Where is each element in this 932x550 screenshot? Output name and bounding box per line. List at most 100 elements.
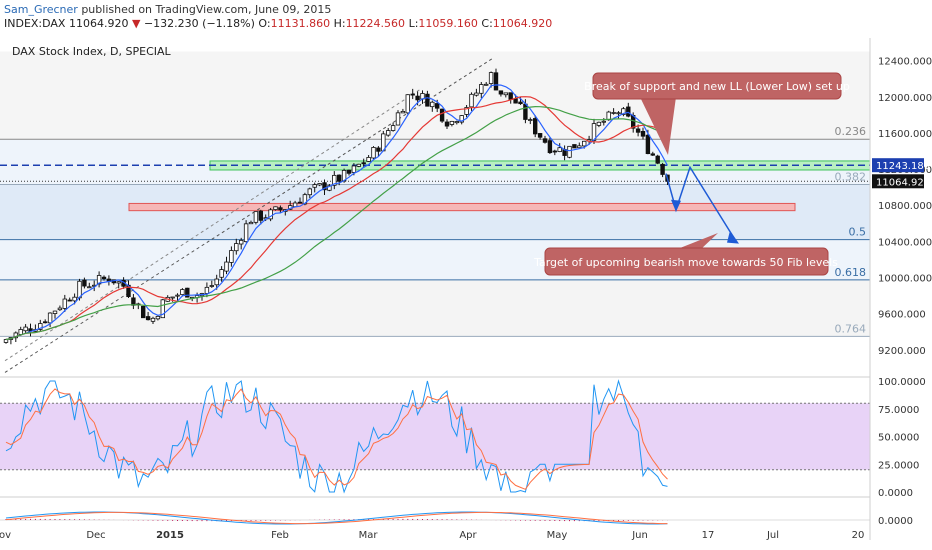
symbol: INDEX:DAX	[4, 17, 66, 30]
low-value: 11059.160	[418, 17, 478, 30]
candle	[185, 287, 190, 298]
low-label: L:	[408, 17, 419, 30]
candle	[439, 108, 445, 122]
price-tick: 12400.000	[878, 57, 932, 68]
callout-pointer	[600, 97, 676, 155]
fib-label: 0.382	[835, 170, 867, 183]
candle	[131, 297, 136, 306]
stochastic-band	[0, 403, 870, 470]
price-tick: 10800.000	[878, 201, 932, 212]
projection-path	[665, 165, 736, 240]
time-tick: Jul	[766, 530, 779, 541]
candle	[351, 165, 357, 173]
candle	[552, 150, 557, 153]
candle	[474, 92, 479, 96]
candle	[410, 93, 415, 96]
candle	[238, 239, 244, 245]
candle	[498, 90, 504, 95]
candle	[248, 221, 254, 225]
ema-mid-line	[5, 96, 668, 341]
fib-label: 0.236	[835, 125, 867, 138]
candle	[371, 147, 376, 159]
candle	[483, 83, 489, 86]
candle	[52, 310, 58, 314]
stochastic-tick: 0.0000	[878, 488, 913, 499]
callout-pointer	[680, 233, 718, 250]
high-label: H:	[333, 17, 346, 30]
author-link[interactable]: Sam_Grecner	[4, 3, 78, 16]
candle	[533, 118, 538, 135]
candle	[395, 112, 401, 126]
candle	[278, 207, 283, 211]
price-tick: 11600.000	[878, 129, 932, 140]
candle	[645, 134, 651, 155]
last-price: 11064.920	[68, 17, 129, 30]
ema-fast-line	[5, 84, 669, 341]
candle	[400, 111, 406, 114]
candle	[567, 145, 572, 158]
candle	[655, 155, 660, 164]
callout-box	[544, 247, 829, 276]
candle	[601, 120, 606, 123]
macd-pane[interactable]	[0, 511, 870, 525]
candle	[96, 275, 102, 285]
candle	[332, 174, 337, 186]
stochastic-axis[interactable]: 100.0000 75.0000 50.0000 25.0000 0.0000 0.000…	[878, 377, 926, 527]
candle	[528, 119, 533, 121]
price-axis[interactable]: 12400.00012000.00011600.00011200.0001080…	[872, 57, 932, 357]
fib-zone	[0, 184, 870, 240]
quote-line: INDEX:DAX 11064.920 ▼ −132.230 (−1.18%) …	[4, 16, 552, 31]
candle	[616, 112, 621, 115]
arrow-head-icon	[671, 199, 681, 212]
down-arrow-icon: ▼	[131, 17, 141, 30]
candle	[67, 299, 72, 302]
candle	[640, 130, 646, 137]
candle	[297, 201, 303, 204]
price-tick: 10000.000	[878, 274, 932, 285]
candle	[459, 115, 464, 123]
callout-box	[592, 72, 842, 100]
price-tick: 10400.000	[878, 237, 932, 248]
candle	[390, 125, 396, 131]
time-tick: 17	[702, 530, 715, 541]
time-tick: Mar	[359, 530, 379, 541]
candle	[268, 209, 273, 220]
candle	[346, 169, 352, 174]
candle	[464, 107, 469, 115]
publish-text: published on TradingView.com, June 09, 2…	[81, 3, 332, 16]
candle	[626, 106, 631, 117]
candle	[493, 72, 499, 91]
time-axis[interactable]: ov Dec 2015 Feb Mar Apr May Jun 17 Jul 20	[0, 530, 864, 541]
candle	[317, 183, 322, 186]
fib-label: 0.764	[835, 322, 867, 335]
candle	[537, 133, 543, 138]
candle	[175, 294, 180, 297]
annotations: Break of support and new LL (Lower Low) …	[533, 72, 850, 276]
stochastic-tick: 100.0000	[878, 377, 926, 388]
stochastic-pane[interactable]	[0, 379, 870, 494]
candle	[219, 269, 224, 278]
price-pane[interactable]: 0.236 0.382 0.5 0.618 0.764	[0, 51, 871, 373]
candle	[160, 299, 165, 319]
candle	[209, 285, 214, 287]
candle	[518, 101, 523, 105]
open-value: 11131.860	[270, 17, 331, 30]
candle	[376, 147, 381, 152]
time-tick: Feb	[271, 530, 289, 541]
price-tick: 9600.000	[878, 310, 926, 321]
candle	[312, 184, 317, 188]
candle	[611, 112, 616, 114]
trendline-lower	[4, 89, 421, 362]
candle	[150, 317, 156, 322]
candle	[469, 93, 474, 108]
candle	[542, 138, 548, 143]
candle	[229, 250, 234, 263]
candle	[38, 323, 43, 330]
candle	[385, 130, 391, 136]
macd-tick: 0.0000	[878, 516, 913, 527]
candle	[82, 279, 87, 287]
candle	[572, 144, 577, 149]
arrow-head-icon	[727, 230, 739, 244]
candle	[336, 174, 342, 182]
